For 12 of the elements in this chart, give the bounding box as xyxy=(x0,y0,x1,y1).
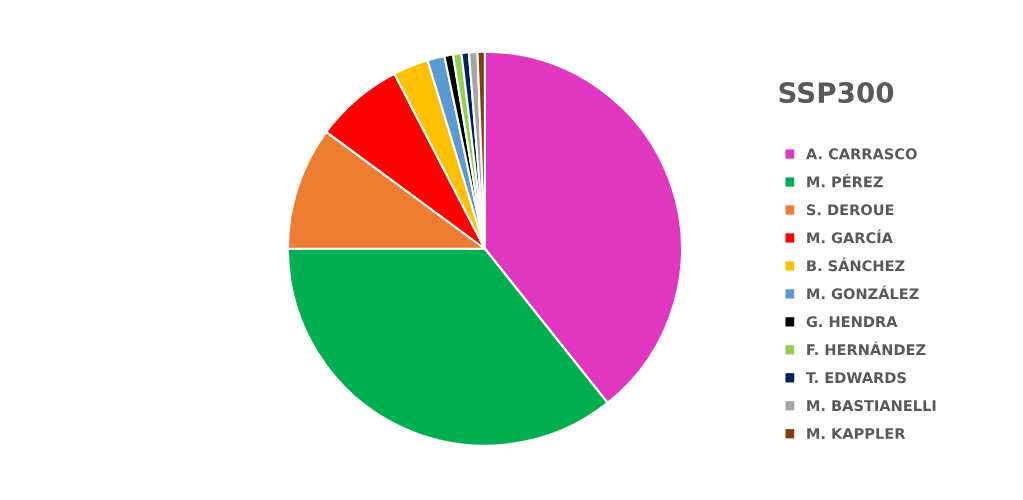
legend-label: S. DEROUE xyxy=(806,204,894,216)
legend-label: G. HENDRA xyxy=(806,316,898,328)
legend-label: T. EDWARDS xyxy=(805,372,906,384)
legend-label: B. SÁNCHEZ xyxy=(807,257,905,272)
legend-label: M. BASTIANELLI xyxy=(807,400,936,412)
text: SSP300 xyxy=(779,82,894,104)
legend-label: F. HERNÁNDEZ xyxy=(807,341,926,355)
legend-label: M. KAPPLER xyxy=(807,428,906,439)
legend-label: A. CARRASCO xyxy=(805,148,917,160)
legend-label: M. GONZÁLEZ xyxy=(807,285,919,300)
legend-label: M. GARCÍA xyxy=(807,229,893,244)
legend-label: M. PÉREZ xyxy=(807,173,883,188)
